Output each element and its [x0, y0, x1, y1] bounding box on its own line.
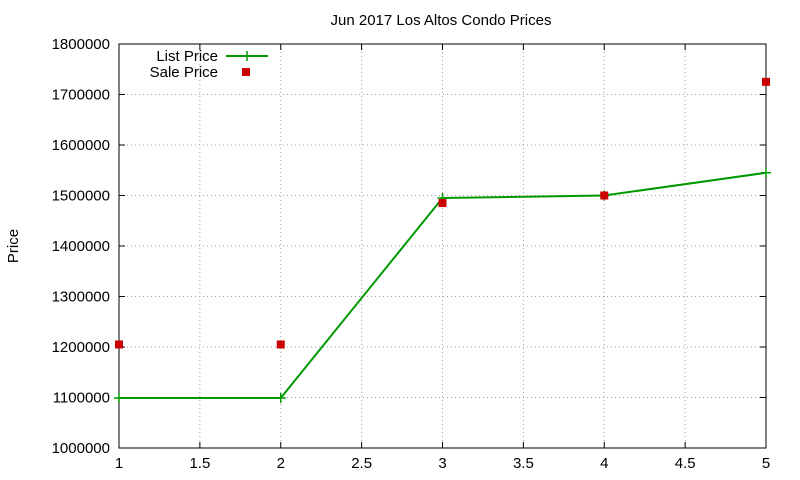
series-layer	[114, 77, 771, 404]
x-tick-label: 2.5	[351, 455, 372, 472]
list-price-point	[114, 393, 124, 404]
y-tick-label: 1000000	[52, 440, 110, 457]
legend-label-list-price: List Price	[156, 48, 218, 65]
y-tick-label: 1600000	[52, 137, 110, 154]
sale-price-point	[600, 191, 609, 200]
plot-frame	[118, 43, 767, 449]
legend-marker-list-price	[242, 51, 252, 61]
chart-title: Jun 2017 Los Altos Condo Prices	[331, 12, 552, 29]
x-tick-label: 5	[762, 455, 770, 472]
x-tick-label: 4	[600, 455, 608, 472]
y-tick-label: 1200000	[52, 339, 110, 356]
list-price-point	[761, 167, 771, 178]
y-tick-label: 1400000	[52, 238, 110, 255]
legend-marker-sale-price	[242, 68, 250, 76]
tick-labels: 1 1.5 2 2.5 3 3.5 4 4.5 5 1000000 1100000 1200000 13…	[52, 36, 771, 472]
x-tick-label: 1.5	[189, 455, 210, 472]
list-price-point	[275, 393, 286, 404]
y-tick-label: 1800000	[52, 36, 110, 53]
legend-label-sale-price: Sale Price	[150, 64, 218, 81]
x-tick-label: 1	[115, 455, 123, 472]
x-tick-label: 3	[438, 455, 446, 472]
sale-price-point	[276, 340, 285, 349]
legend: List Price Sale Price	[150, 48, 268, 81]
sale-price-point	[762, 77, 770, 86]
sale-price-point	[115, 340, 123, 349]
y-tick-label: 1500000	[52, 188, 110, 205]
grid	[119, 44, 766, 448]
y-tick-label: 1700000	[52, 87, 110, 104]
y-tick-label: 1300000	[52, 289, 110, 306]
x-tick-label: 2	[277, 455, 285, 472]
y-tick-label: 1100000	[53, 390, 110, 407]
sale-price-point	[438, 199, 447, 208]
y-axis-label: Price	[5, 229, 22, 263]
x-tick-label: 4.5	[675, 455, 696, 472]
x-tick-label: 3.5	[513, 455, 534, 472]
